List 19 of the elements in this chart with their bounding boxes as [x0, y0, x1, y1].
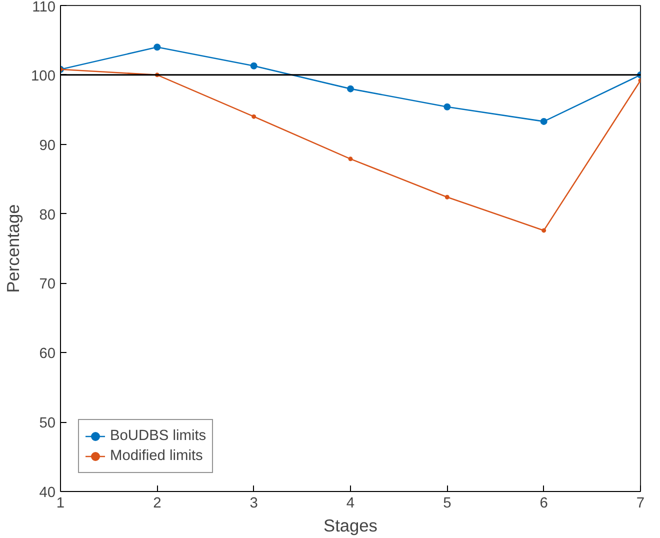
y-tick-label: 100: [31, 68, 56, 84]
x-tick-label: 5: [443, 496, 452, 512]
x-tick-label: 1: [56, 496, 65, 512]
y-axis-title: Percentage: [3, 204, 24, 293]
y-tick-label: 40: [39, 485, 56, 501]
y-tick-label: 70: [39, 276, 56, 293]
y-tick-label: 50: [39, 416, 56, 432]
x-tick-label: 2: [153, 496, 162, 512]
y-tick-label: 110: [32, 0, 56, 16]
x-tick-label: 7: [636, 496, 645, 512]
legend-label: Modified limits: [110, 448, 203, 464]
x-tick-label: 4: [346, 496, 355, 512]
x-tick-label: 3: [250, 496, 258, 512]
legend-label: BoUDBS limits: [110, 428, 206, 444]
x-tick-label: 6: [540, 496, 548, 512]
x-axis-title: Stages: [324, 516, 378, 536]
y-tick-label: 60: [39, 346, 56, 362]
y-tick-label: 90: [39, 138, 56, 154]
y-tick-label: 80: [39, 207, 56, 224]
